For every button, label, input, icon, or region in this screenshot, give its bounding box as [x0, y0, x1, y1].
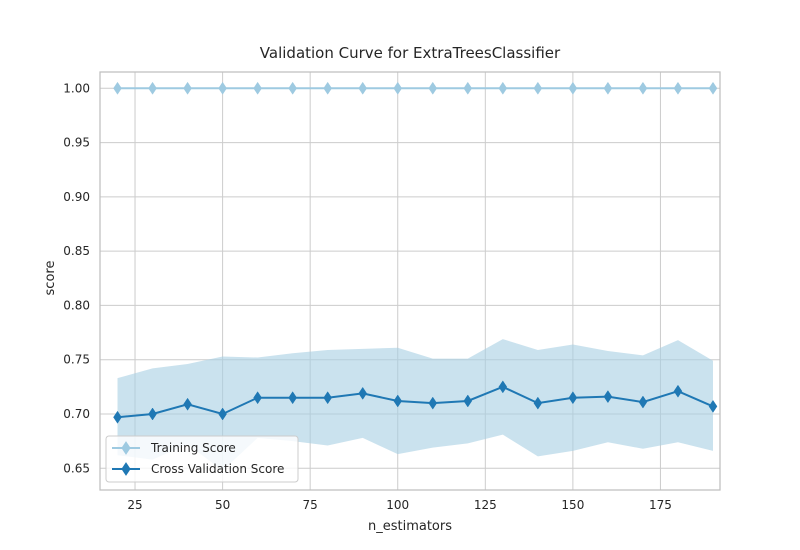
- x-tick-label: 25: [127, 498, 142, 512]
- x-tick-label: 150: [561, 498, 584, 512]
- cross-validation-score-marker: [708, 399, 718, 413]
- cross-validation-score-marker: [498, 380, 508, 394]
- training-score-marker: [253, 81, 262, 95]
- y-tick-label: 0.75: [63, 353, 90, 367]
- cross-validation-score-marker: [358, 386, 368, 400]
- training-score-marker: [218, 81, 227, 95]
- y-tick-label: 0.90: [63, 190, 90, 204]
- x-tick-label: 75: [303, 498, 318, 512]
- y-tick-label: 0.70: [63, 407, 90, 421]
- x-tick-label: 175: [649, 498, 672, 512]
- training-score-marker: [428, 81, 438, 95]
- training-score-marker: [673, 81, 683, 95]
- cross-validation-score-marker: [288, 391, 297, 405]
- x-tick-labels: 25 50 75 100 125 150 175: [127, 498, 672, 512]
- y-tick-label: 0.85: [63, 244, 90, 258]
- training-score-marker: [603, 81, 613, 95]
- legend-cross-validation-score-marker: [121, 462, 131, 476]
- y-tick-labels: 0.65 0.70 0.75 0.80 0.85 0.90 0.95 1.00: [63, 81, 90, 475]
- training-score-marker: [568, 81, 578, 95]
- legend-box: [105, 435, 299, 483]
- training-score-marker: [708, 81, 718, 95]
- series-lines: [117, 87, 714, 419]
- training-score-marker: [113, 81, 122, 95]
- cross-validation-score-marker: [253, 391, 262, 405]
- chart-title: Validation Curve for ExtraTreesClassifie…: [260, 44, 561, 62]
- cross-validation-score-marker: [148, 407, 157, 421]
- y-tick-label: 0.65: [63, 461, 90, 475]
- cross-validation-score-marker: [673, 384, 683, 398]
- training-score-marker: [183, 81, 192, 95]
- legend-training-score-marker: [121, 441, 131, 455]
- training-score-marker: [498, 81, 508, 95]
- cross-validation-score-marker: [183, 397, 192, 411]
- y-axis-title: score: [43, 261, 58, 296]
- cross-validation-score-marker: [218, 407, 227, 421]
- cross-validation-score-marker: [323, 391, 332, 405]
- training-score-marker: [288, 81, 297, 95]
- cross-validation-score-marker: [533, 396, 543, 410]
- training-score-marker: [638, 81, 648, 95]
- y-tick-label: 1.00: [63, 81, 90, 95]
- training-score-marker: [463, 81, 473, 95]
- training-score-marker: [148, 81, 157, 95]
- series-markers: [113, 81, 718, 424]
- training-score-marker: [393, 81, 403, 95]
- training-score-marker: [533, 81, 543, 95]
- legend-entries: Training Score Cross Validation Score: [112, 441, 284, 476]
- axes-frame: [99, 71, 721, 491]
- x-tick-label: 100: [386, 498, 409, 512]
- x-tick-label: 50: [215, 498, 230, 512]
- training-score-marker: [323, 81, 332, 95]
- legend-cross-validation-score-label: Cross Validation Score: [151, 462, 284, 476]
- legend: Training Score Cross Validation Score: [105, 435, 299, 483]
- cross-validation-score-marker: [393, 394, 403, 408]
- cross-validation-score-marker: [638, 395, 648, 409]
- plot-area: [99, 71, 721, 491]
- cross-validation-score-marker: [603, 390, 613, 404]
- x-axis-title: n_estimators: [368, 519, 452, 534]
- cross-validation-score-marker: [568, 391, 578, 405]
- cross-validation-score-line: [117, 385, 714, 419]
- cross-validation-score-marker: [463, 394, 473, 408]
- cross-validation-score-marker: [113, 410, 122, 424]
- training-score-marker: [358, 81, 368, 95]
- y-tick-label: 0.95: [63, 136, 90, 150]
- legend-training-score-label: Training Score: [150, 441, 236, 455]
- y-tick-label: 0.80: [63, 298, 90, 312]
- cross-validation-score-marker: [428, 396, 438, 410]
- x-tick-label: 125: [474, 498, 497, 512]
